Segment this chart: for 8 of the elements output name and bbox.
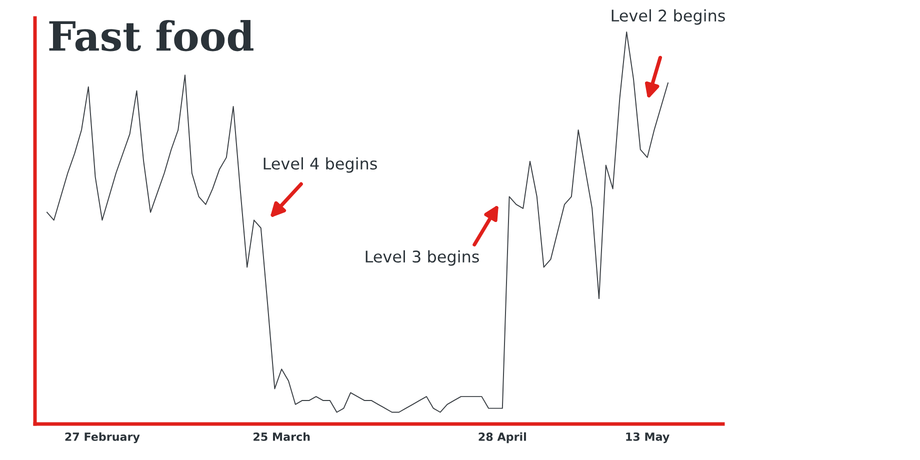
chart-title: Fast food: [49, 20, 254, 52]
x-tick-label: 27 February: [65, 432, 140, 444]
x-tick-label: 13 May: [626, 432, 670, 444]
x-tick-label: 25 March: [254, 432, 310, 441]
x-tick-label: 28 April: [478, 432, 526, 444]
annotation: Level 4 begins: [264, 157, 377, 173]
annotation: Level 3 begins: [366, 250, 479, 266]
text: Level 2 begins: [612, 9, 725, 25]
